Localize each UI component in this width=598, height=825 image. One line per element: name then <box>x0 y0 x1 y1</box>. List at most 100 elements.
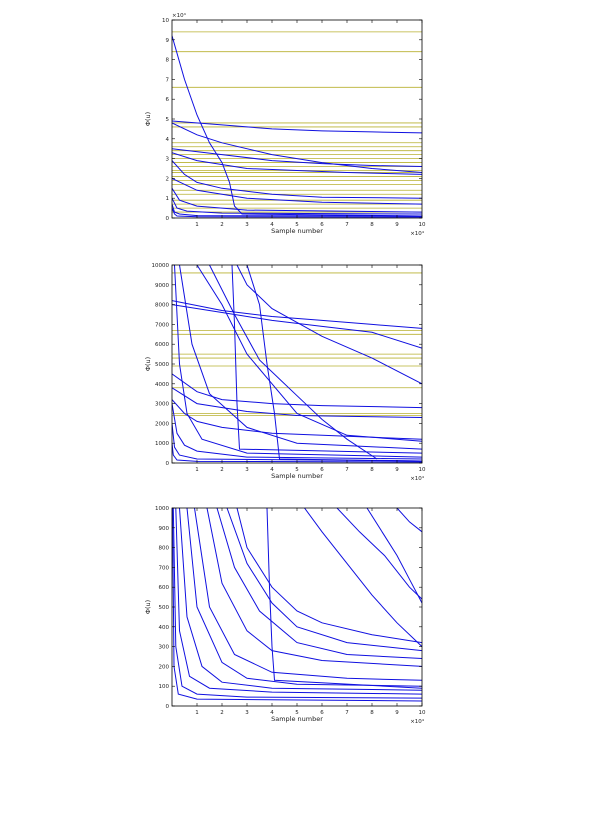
series-line <box>179 508 422 691</box>
y-tick-label: 0 <box>166 704 170 710</box>
y-tick-label: 300 <box>159 645 170 651</box>
x-tick-label: 8 <box>370 467 374 473</box>
y-tick-label: 7000 <box>155 322 169 328</box>
series-line <box>336 508 422 600</box>
y-tick-label: 200 <box>159 664 170 670</box>
x-tick-label: 2 <box>220 222 224 228</box>
y-tick-label: 1 <box>166 196 170 202</box>
x-tick-label: 3 <box>245 467 249 473</box>
x-tick-label: 9 <box>395 710 399 716</box>
x-tick-label: 10 <box>419 710 426 716</box>
series-line <box>172 152 422 175</box>
y-tick-label: 9000 <box>155 283 169 289</box>
x-tick-label: 1 <box>195 222 199 228</box>
series-line <box>209 265 378 460</box>
series-line <box>266 508 422 689</box>
series-line <box>194 508 422 681</box>
y-tick-label: 4 <box>166 137 170 143</box>
x-axis-label: Sample number <box>271 472 323 480</box>
y-axis-label: Φ(u) <box>144 357 152 371</box>
x-tick-label: 7 <box>345 222 349 228</box>
x-tick-label: 4 <box>270 467 274 473</box>
series-line <box>172 508 422 699</box>
x-tick-label: 7 <box>345 710 349 716</box>
chart-1: 1 2 3 4 5 6 7 8 9 10 0 1 2 3 4 5 6 7 8 9 10 Sample number Φ(u)… <box>144 12 426 237</box>
series-group <box>172 508 422 702</box>
y-tick-label: 700 <box>159 565 170 571</box>
series-line <box>172 177 422 205</box>
series-line <box>172 120 422 134</box>
x-tick-label: 1 <box>195 710 199 716</box>
series-line <box>172 122 422 173</box>
series-line <box>236 265 422 385</box>
x-tick-label: 3 <box>245 222 249 228</box>
series-group <box>172 35 422 218</box>
series-line <box>174 265 422 458</box>
x-tick-label: 9 <box>395 222 399 228</box>
series-line <box>231 265 422 454</box>
y-tick-label: 0 <box>166 216 170 222</box>
chart-3: 1 2 3 4 5 6 7 8 9 1001002003004005006007008009001… <box>144 506 426 725</box>
y-tick-label: 8000 <box>155 303 169 309</box>
series-group <box>172 265 422 463</box>
series-line <box>172 160 422 199</box>
series-line <box>246 265 422 462</box>
series-line <box>172 35 422 217</box>
series-line <box>172 403 422 460</box>
series-line <box>172 148 422 167</box>
series-line <box>226 508 422 652</box>
y-tick-label: 3000 <box>155 402 169 408</box>
series-line <box>304 508 422 647</box>
x-tick-label: 8 <box>370 222 374 228</box>
x-exponent-label: ×10⁴ <box>410 475 425 482</box>
y-tick-label: 800 <box>159 546 170 552</box>
y-tick-label: 4000 <box>155 382 169 388</box>
x-exponent-label: ×10⁴ <box>410 718 425 725</box>
x-tick-label: 5 <box>295 467 299 473</box>
y-tick-label: 6 <box>166 97 170 103</box>
series-line <box>172 373 422 409</box>
x-axis-label: Sample number <box>271 715 323 723</box>
series-line <box>172 423 422 462</box>
x-tick-label: 7 <box>345 467 349 473</box>
series-line <box>172 197 422 215</box>
series-line <box>175 508 422 695</box>
y-axis-label: Φ(u) <box>144 112 152 126</box>
y-tick-label: 600 <box>159 585 170 591</box>
y-tick-label: 900 <box>159 526 170 532</box>
plot-background <box>172 20 422 218</box>
y-tick-label: 1000 <box>155 506 169 512</box>
x-tick-label: 5 <box>295 222 299 228</box>
x-tick-label: 10 <box>419 467 426 473</box>
y-tick-label: 1000 <box>155 441 169 447</box>
series-line <box>216 508 422 659</box>
x-tick-label: 6 <box>320 710 324 716</box>
series-line <box>186 508 422 687</box>
x-tick-label: 6 <box>320 467 324 473</box>
x-tick-label: 2 <box>220 467 224 473</box>
series-line <box>172 387 422 418</box>
series-line <box>172 399 422 440</box>
y-tick-label: 5 <box>166 117 170 123</box>
y-tick-label: 2000 <box>155 421 169 427</box>
series-line <box>179 265 422 450</box>
y-tick-label: 100 <box>159 684 170 690</box>
x-axis-label: Sample number <box>271 227 323 235</box>
x-tick-label: 3 <box>245 710 249 716</box>
y-tick-label: 400 <box>159 625 170 631</box>
chart-2: 1 2 3 4 5 6 7 8 9 10 0 1000 2000 3000 4000 5000 6000 7000… <box>144 263 426 482</box>
x-tick-label: 10 <box>419 222 426 228</box>
series-line <box>206 508 422 667</box>
x-tick-label: 8 <box>370 710 374 716</box>
series-line <box>172 188 422 213</box>
y-tick-label: 8 <box>166 58 170 64</box>
y-tick-label: 2 <box>166 176 170 182</box>
y-tick-label: 5000 <box>155 362 169 368</box>
y-tick-label: 3 <box>166 157 170 163</box>
series-line <box>172 300 422 329</box>
series-line <box>396 508 422 533</box>
y-tick-label: 10 <box>162 18 169 24</box>
x-tick-label: 4 <box>270 222 274 228</box>
y-tick-label: 500 <box>159 605 170 611</box>
